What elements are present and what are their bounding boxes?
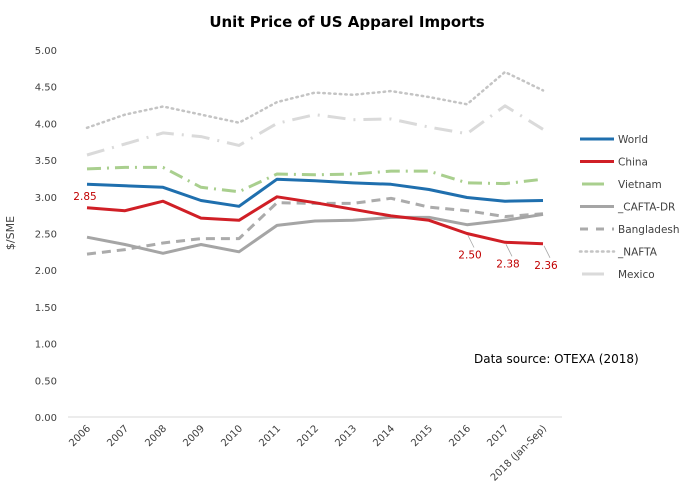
y-tick-label: 4.50: [35, 83, 57, 94]
x-tick-label: 2017: [485, 423, 511, 449]
y-tick-label: 2.00: [35, 266, 57, 277]
legend-item-china: China: [580, 157, 648, 169]
data-label: 2.50: [458, 250, 481, 262]
x-tick-label: 2009: [181, 423, 207, 449]
legend-label: Mexico: [618, 269, 655, 281]
data-label-leader: [543, 245, 551, 258]
x-tick-label: 2012: [295, 423, 321, 449]
y-tick-label: 1.50: [35, 303, 57, 314]
data-labels: 2.85 2.50 2.38 2.36: [73, 191, 558, 272]
legend-item-mexico: Mexico: [582, 269, 655, 281]
series-line-nafta: [85, 70, 545, 130]
x-tick-label: 2014: [371, 423, 397, 449]
data-label-leader: [505, 244, 513, 257]
y-tick-label: 3.50: [35, 156, 57, 167]
legend-label: Bangladesh: [618, 224, 680, 236]
x-tick-label: 2006: [67, 423, 93, 449]
legend-item-vietnam: Vietnam: [582, 179, 662, 191]
y-tick-label: 4.00: [35, 119, 57, 130]
series-line-china: [86, 195, 544, 246]
x-tick-label: 2016: [447, 423, 473, 449]
series-line-bangladesh: [86, 196, 544, 256]
data-label: 2.85: [73, 191, 96, 203]
x-tick-label: 2011: [257, 423, 283, 449]
series-line-mexico: [86, 104, 544, 157]
y-tick-label: 0.00: [35, 413, 57, 424]
data-label: 2.36: [534, 260, 558, 272]
x-tick-label: 2013: [333, 423, 359, 449]
legend-label: Vietnam: [618, 179, 662, 191]
data-label: 2.38: [496, 258, 519, 270]
y-axis-label: $/SME: [4, 216, 17, 250]
y-tick-label: 5.00: [35, 46, 57, 57]
legend-item-world: World: [580, 134, 648, 146]
series-line-cafta-dr: [86, 212, 544, 255]
legend-item-cafta-dr: _CAFTA-DR: [580, 202, 675, 214]
y-tick-label: 2.50: [35, 230, 57, 241]
y-tick-label: 0.50: [35, 376, 57, 387]
data-source-annotation: Data source: OTEXA (2018): [474, 352, 639, 366]
x-axis-ticks: 2006 2007 2008 2009 2010 2011 2012 2013 2014 2015…: [67, 423, 549, 483]
legend-item-bangladesh: Bangladesh: [580, 224, 680, 236]
chart-title: Unit Price of US Apparel Imports: [209, 13, 484, 31]
legend-label: _CAFTA-DR: [617, 202, 675, 214]
series-line-vietnam: [86, 165, 544, 194]
x-tick-label: 2007: [105, 423, 131, 449]
legend-label: World: [618, 134, 648, 146]
legend: World China Vietnam _CAFTA-DR Bangladesh _NAF…: [578, 134, 680, 281]
legend-item-nafta: _NAFTA: [578, 247, 658, 259]
x-tick-label: 2010: [219, 423, 245, 449]
series-line-world: [86, 177, 544, 208]
x-tick-label: 2008: [143, 423, 169, 449]
legend-label: China: [618, 157, 648, 169]
y-tick-label: 1.00: [35, 340, 57, 351]
y-axis-ticks: 0.00 0.50 1.00 1.50 2.00 2.50 3.00 3.50 4.00 4.50…: [35, 46, 57, 424]
data-label-leader: [467, 235, 475, 248]
y-tick-label: 3.00: [35, 193, 57, 204]
legend-label: _NAFTA: [617, 247, 658, 259]
series-lines: [85, 70, 545, 256]
x-tick-label: 2015: [409, 423, 435, 449]
